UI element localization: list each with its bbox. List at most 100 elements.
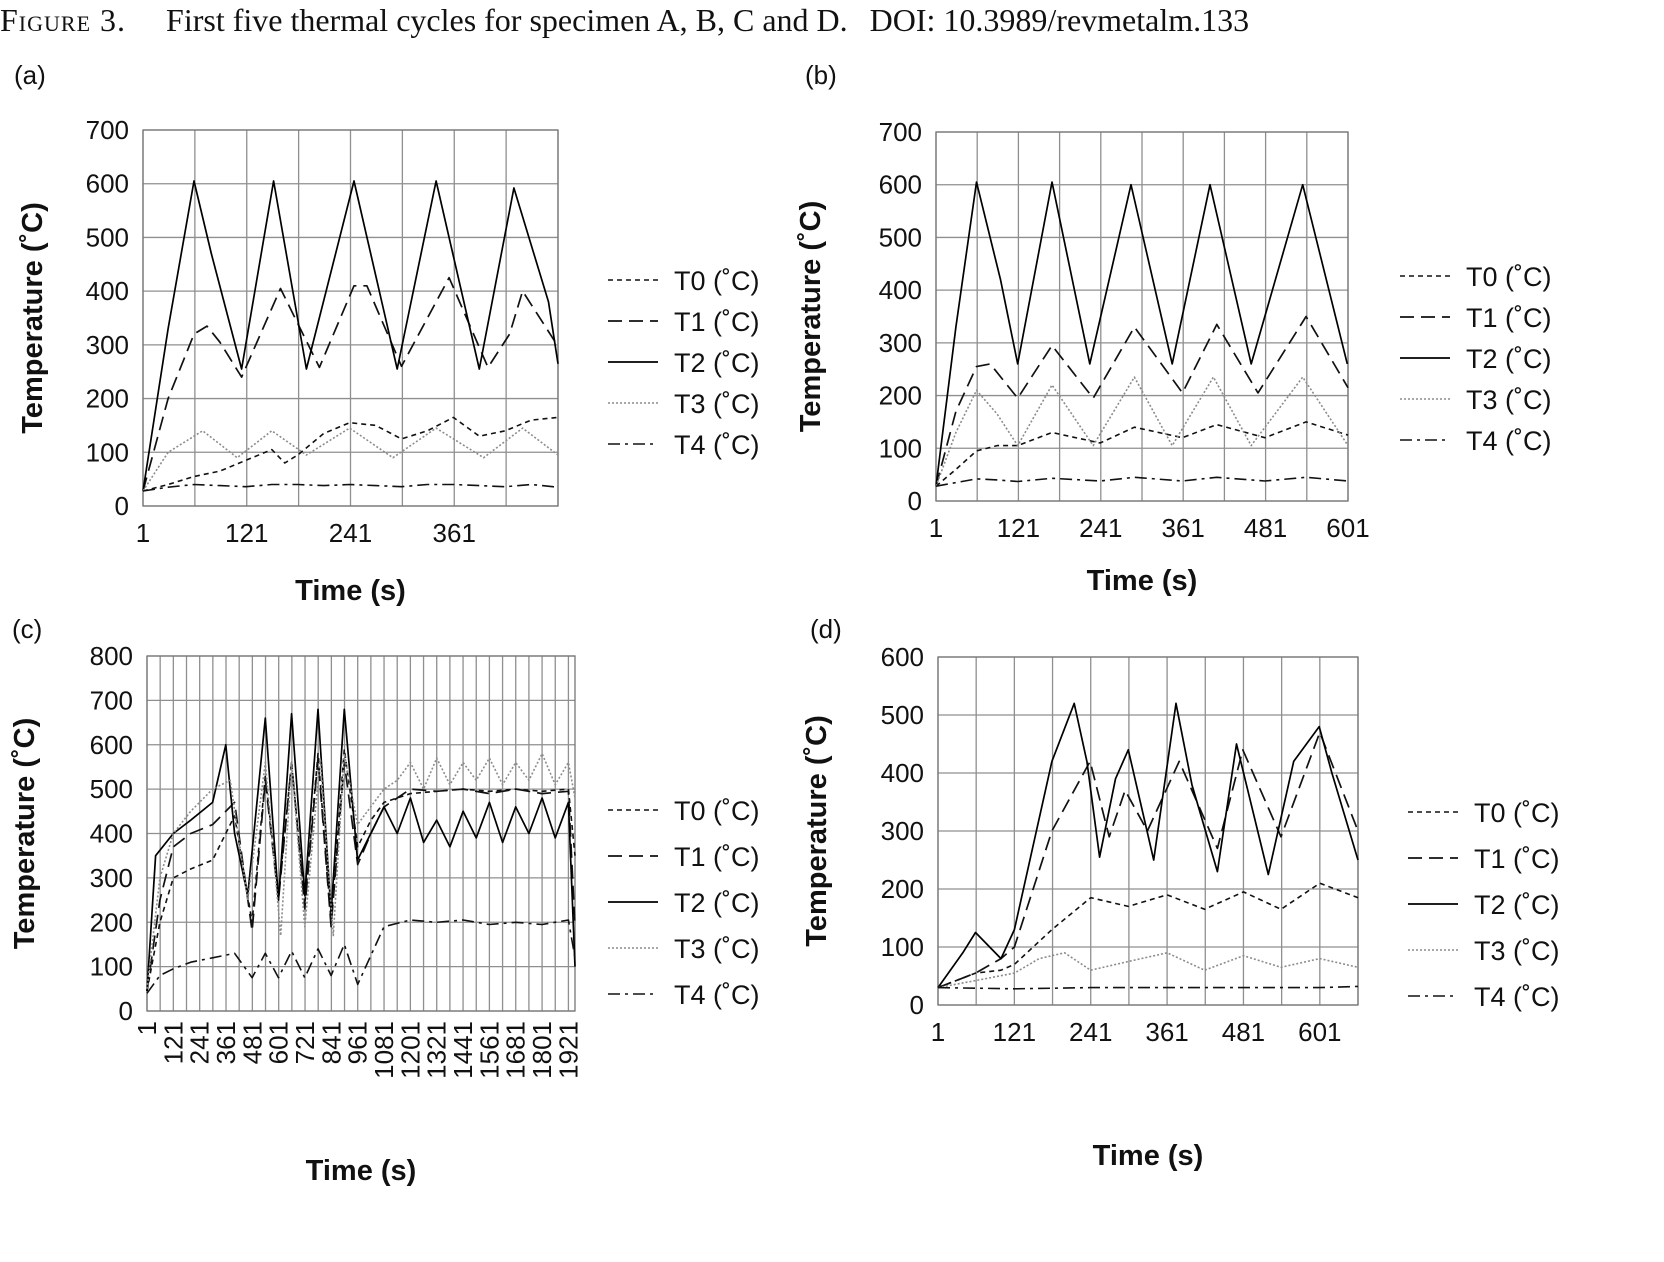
x-tick-label: 121 xyxy=(158,1021,188,1064)
y-tick-label: 100 xyxy=(90,952,133,982)
chart-a-svg: (a) 0 100 200 300 400 500 600 700 1 121 241 361 Tempe… xyxy=(14,60,759,607)
plot-frame-a xyxy=(142,129,559,507)
plot-frame-b xyxy=(935,131,1349,502)
legend-label: T2 (˚C) xyxy=(674,888,759,918)
legend-label: T3 (˚C) xyxy=(1474,936,1559,966)
y-tick-label: 500 xyxy=(86,222,129,252)
y-tick-label: 100 xyxy=(86,437,129,467)
legend-label: T0 (˚C) xyxy=(674,796,759,826)
legend-label: T4 (˚C) xyxy=(674,980,759,1010)
y-tick-label: 0 xyxy=(119,996,133,1026)
y-axis-title-c: Temperature (˚C) xyxy=(9,718,41,950)
y-axis-title-a: Temperature (˚C) xyxy=(17,202,49,434)
legend-label: T0 (˚C) xyxy=(674,266,759,296)
legend-label: T2 (˚C) xyxy=(1474,890,1559,920)
x-tick-label: 121 xyxy=(997,513,1040,543)
series-line-t4 xyxy=(146,919,576,994)
series-line-t0 xyxy=(142,416,559,492)
series-line-t0 xyxy=(935,421,1349,487)
caption-doi: DOI: 10.3989/revmetalm.133 xyxy=(869,2,1250,38)
legend-label: T3 (˚C) xyxy=(674,389,759,419)
y-tick-label: 200 xyxy=(86,384,129,414)
x-tick-label: 481 xyxy=(1244,513,1287,543)
legend-label: T3 (˚C) xyxy=(674,934,759,964)
y-tick-label: 300 xyxy=(881,816,924,846)
x-tick-label: 1201 xyxy=(395,1021,425,1079)
legend-label: T1 (˚C) xyxy=(674,307,759,337)
legend-label: T1 (˚C) xyxy=(1474,844,1559,874)
x-tick-label: 1 xyxy=(929,513,943,543)
x-tick-label: 841 xyxy=(316,1021,346,1064)
legend-d: T0 (˚C) T1 (˚C) T2 (˚C) T3 (˚C) T4 (˚C) xyxy=(1408,798,1559,1012)
figure-label: Figure 3. xyxy=(0,2,127,38)
x-tick-label: 601 xyxy=(264,1021,294,1064)
legend-label: T4 (˚C) xyxy=(1466,426,1551,456)
x-tick-label: 1 xyxy=(132,1021,162,1035)
x-tick-label: 121 xyxy=(993,1017,1036,1047)
series-line-t2 xyxy=(937,702,1359,989)
x-tick-label: 1321 xyxy=(422,1021,452,1079)
series-line-t4 xyxy=(935,476,1349,487)
legend-label: T1 (˚C) xyxy=(1466,303,1551,333)
x-tick-label: 241 xyxy=(329,518,372,548)
series-line-t1 xyxy=(935,315,1349,487)
x-tick-label: 361 xyxy=(211,1021,241,1064)
y-axis-title-d: Temperature (˚C) xyxy=(801,715,833,947)
x-tick-label: 601 xyxy=(1298,1017,1341,1047)
y-tick-label: 100 xyxy=(881,932,924,962)
x-tick-label: 1801 xyxy=(527,1021,557,1079)
chart-panel-c: (c) 0 100 200 300 400 500 600 700 800 1 121 241 361 48… xyxy=(0,614,830,1260)
x-tick-label: 241 xyxy=(1069,1017,1112,1047)
panel-label-d: (d) xyxy=(810,614,842,644)
y-tick-label: 500 xyxy=(881,700,924,730)
series-line-t2 xyxy=(935,181,1349,487)
caption-text: First five thermal cycles for specimen A… xyxy=(166,2,848,38)
y-tick-label: 700 xyxy=(879,117,922,147)
y-tick-label: 300 xyxy=(86,330,129,360)
y-tick-label: 500 xyxy=(879,222,922,252)
y-tick-label: 800 xyxy=(90,641,133,671)
y-tick-label: 100 xyxy=(879,433,922,463)
y-tick-label: 300 xyxy=(879,328,922,358)
panel-label-a: (a) xyxy=(14,60,46,90)
y-tick-label: 600 xyxy=(879,170,922,200)
chart-panel-a: (a) 0 100 200 300 400 500 600 700 1 121 241 361 Tempe… xyxy=(0,50,830,630)
y-tick-label: 400 xyxy=(879,275,922,305)
plot-frame-c xyxy=(146,655,576,1012)
legend-a: T0 (˚C) T1 (˚C) T2 (˚C) T3 (˚C) T4 (˚C) xyxy=(608,266,759,460)
legend-label: T0 (˚C) xyxy=(1466,262,1551,292)
series-line-t3 xyxy=(146,752,576,989)
x-tick-label: 1081 xyxy=(369,1021,399,1079)
x-tick-label: 1 xyxy=(931,1017,945,1047)
y-tick-label: 0 xyxy=(115,491,129,521)
y-tick-label: 0 xyxy=(910,990,924,1020)
series-line-t1 xyxy=(937,731,1359,989)
series-line-t1 xyxy=(142,276,558,492)
grid-a xyxy=(142,129,559,507)
y-tick-label: 200 xyxy=(90,907,133,937)
y-tick-label: 600 xyxy=(881,642,924,672)
series-line-t1 xyxy=(146,757,576,992)
y-tick-label: 700 xyxy=(86,115,129,145)
grid-c xyxy=(146,655,575,1012)
legend-b: T0 (˚C) T1 (˚C) T2 (˚C) T3 (˚C) T4 (˚C) xyxy=(1400,262,1551,456)
x-tick-label: 481 xyxy=(1222,1017,1265,1047)
x-tick-label: 721 xyxy=(290,1021,320,1064)
x-tick-label: 361 xyxy=(433,518,476,548)
panel-label-b: (b) xyxy=(805,60,837,90)
y-tick-label: 400 xyxy=(881,758,924,788)
x-axis-title-d: Time (s) xyxy=(1093,1140,1204,1172)
x-axis-title-c: Time (s) xyxy=(306,1155,417,1187)
y-tick-label: 400 xyxy=(86,276,129,306)
series-line-t3 xyxy=(937,951,1359,989)
y-tick-label: 0 xyxy=(908,486,922,516)
series-line-t4 xyxy=(937,985,1359,990)
y-tick-label: 500 xyxy=(90,774,133,804)
series-line-t3 xyxy=(935,376,1349,487)
x-tick-label: 961 xyxy=(343,1021,373,1064)
x-tick-label: 1921 xyxy=(553,1021,583,1079)
x-axis-title-b: Time (s) xyxy=(1087,565,1198,597)
grid-d xyxy=(937,656,1359,1006)
series-line-t4 xyxy=(142,483,559,492)
y-tick-label: 200 xyxy=(879,381,922,411)
